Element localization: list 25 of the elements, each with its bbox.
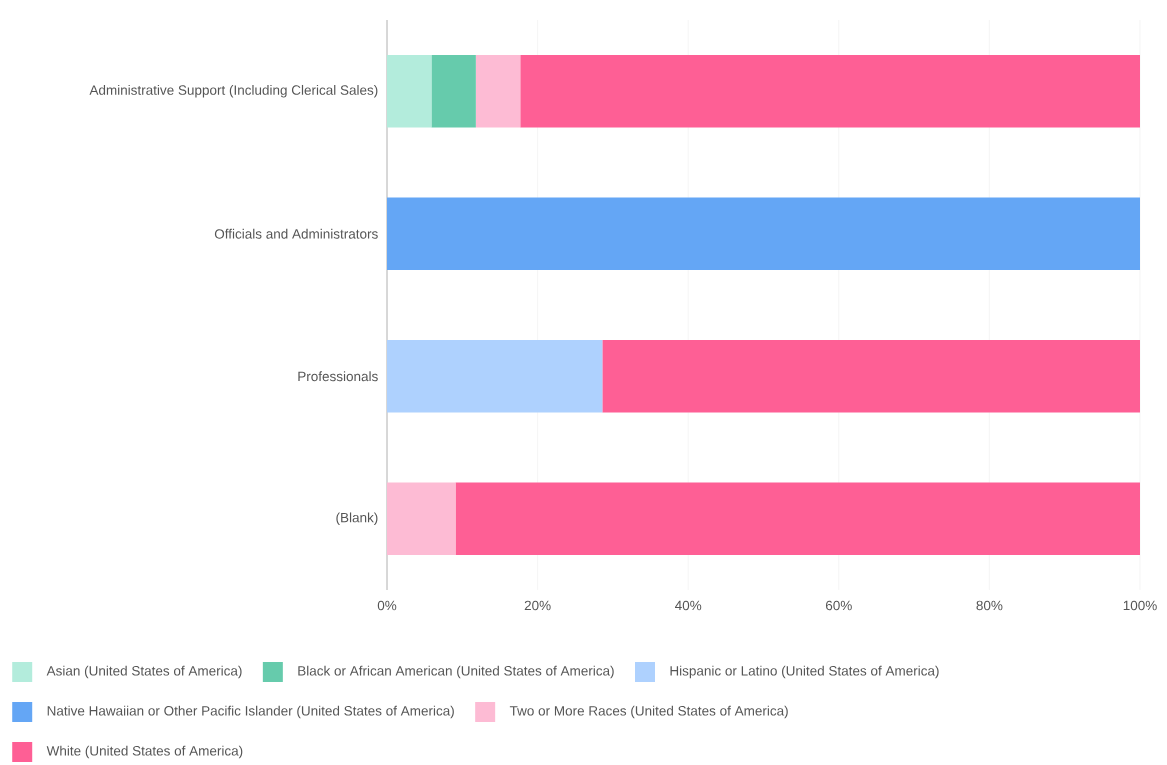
- legend-label: Asian (United States of America): [46, 665, 242, 679]
- bar: [387, 482, 456, 556]
- y-tick-label: Professionals: [298, 371, 378, 382]
- bar: [455, 482, 1140, 556]
- x-tick-label: 80%: [976, 600, 1003, 611]
- legend-label: Two or More Races (United States of America): [509, 705, 788, 719]
- x-tick-label: 100%: [1123, 600, 1157, 611]
- bar: [387, 197, 1140, 271]
- legend-label: White (United States of America): [46, 745, 243, 759]
- legend-label: Hispanic or Latino (United States of America): [670, 665, 939, 679]
- legend-label: Black or African American (United States of America): [298, 665, 614, 679]
- bar: [431, 54, 476, 128]
- legend-label: Native Hawaiian or Other Pacific Islander (United States of America): [47, 705, 454, 719]
- y-tick-label: Officials and Administrators: [214, 228, 378, 239]
- x-tick-label: 20%: [524, 600, 551, 611]
- x-tick-label: 40%: [675, 600, 702, 611]
- bar: [387, 339, 603, 413]
- y-tick-label: (Blank): [336, 512, 378, 526]
- bar: [475, 54, 521, 128]
- x-tick-label: 60%: [825, 600, 852, 611]
- y-tick-label: Administrative Support (Including Clerical Sales): [89, 84, 378, 98]
- bar: [602, 339, 1140, 413]
- x-tick-label: 0%: [377, 600, 397, 611]
- bar: [520, 54, 1140, 128]
- bar: [387, 54, 432, 128]
